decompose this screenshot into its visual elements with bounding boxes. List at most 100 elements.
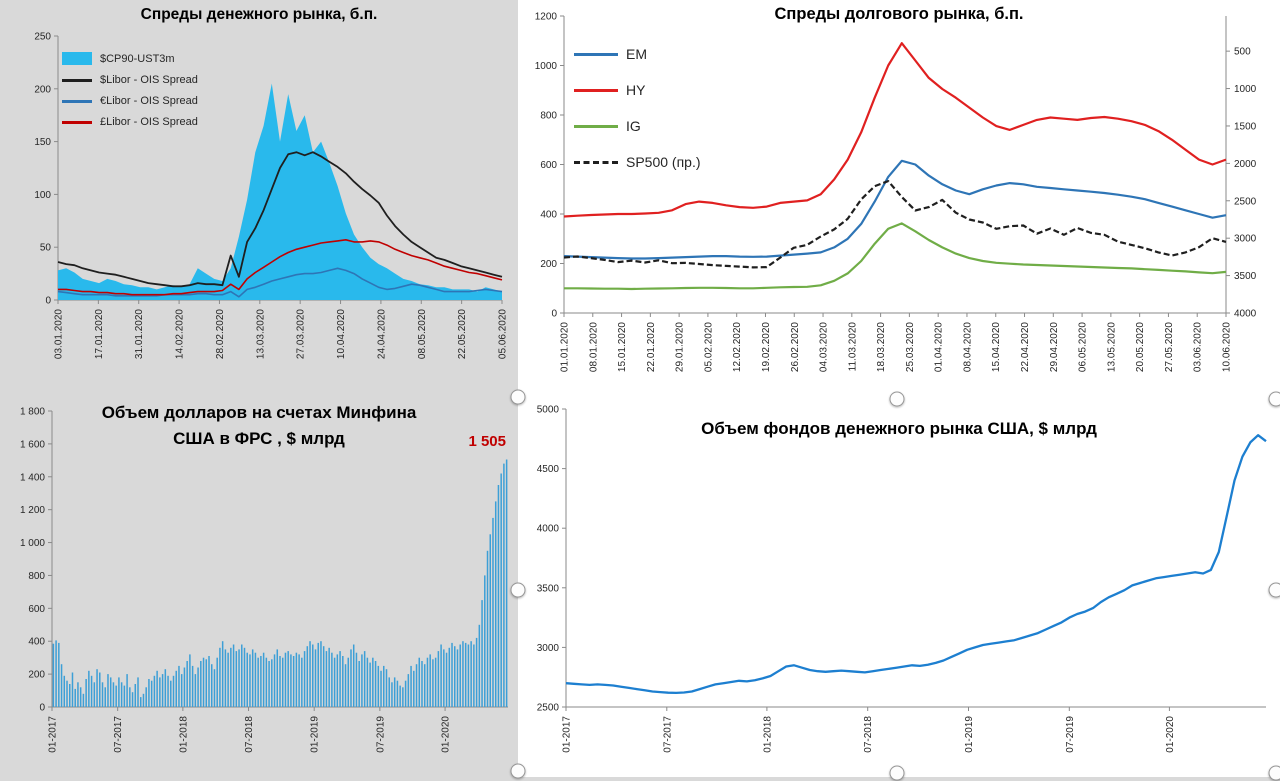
svg-text:3500: 3500 — [1234, 271, 1257, 282]
svg-text:19.02.2020: 19.02.2020 — [761, 322, 772, 372]
svg-text:24.04.2020: 24.04.2020 — [376, 309, 387, 359]
svg-text:28.02.2020: 28.02.2020 — [215, 309, 226, 359]
svg-text:400: 400 — [28, 637, 45, 648]
svg-text:04.03.2020: 04.03.2020 — [819, 322, 830, 372]
svg-text:11.03.2020: 11.03.2020 — [847, 322, 858, 372]
svg-text:4500: 4500 — [537, 464, 560, 475]
svg-text:17.01.2020: 17.01.2020 — [94, 309, 105, 359]
svg-text:01-2020: 01-2020 — [1165, 716, 1176, 753]
selection-handle-bottom-right[interactable] — [1269, 766, 1280, 781]
svg-text:1 200: 1 200 — [20, 505, 45, 516]
legend-label-hy: HY — [626, 82, 645, 98]
svg-text:800: 800 — [540, 111, 557, 122]
legend-item-ig: IG — [574, 118, 701, 134]
selection-handle-top-middle[interactable] — [890, 392, 905, 407]
svg-text:1500: 1500 — [1234, 121, 1257, 132]
svg-text:14.02.2020: 14.02.2020 — [175, 309, 186, 359]
legend-label-em: EM — [626, 46, 647, 62]
svg-text:25.03.2020: 25.03.2020 — [905, 322, 916, 372]
legend-label-ig: IG — [626, 118, 641, 134]
sp500-dashed-line-swatch-icon — [574, 161, 618, 164]
svg-text:20.05.2020: 20.05.2020 — [1135, 322, 1146, 372]
eur-libor-line-swatch-icon — [62, 100, 92, 103]
svg-text:50: 50 — [40, 243, 52, 254]
svg-text:600: 600 — [540, 160, 557, 171]
legend-item-sp500: SP500 (пр.) — [574, 154, 701, 170]
hy-line-swatch-icon — [574, 89, 618, 92]
svg-text:07-2017: 07-2017 — [113, 716, 124, 753]
legend-label-sp500: SP500 (пр.) — [626, 154, 701, 170]
svg-text:3500: 3500 — [537, 583, 560, 594]
svg-text:0: 0 — [39, 703, 45, 714]
svg-text:15.04.2020: 15.04.2020 — [991, 322, 1002, 372]
svg-text:27.03.2020: 27.03.2020 — [296, 309, 307, 359]
legend-label-cp90: $CP90-UST3m — [100, 53, 175, 65]
svg-text:01-2020: 01-2020 — [441, 716, 452, 753]
svg-text:03.06.2020: 03.06.2020 — [1193, 322, 1204, 372]
svg-text:4000: 4000 — [1234, 309, 1257, 320]
svg-text:250: 250 — [34, 32, 51, 43]
legend-label-usd-libor: $Libor - OIS Spread — [100, 74, 198, 86]
legend-label-eur-libor: €Libor - OIS Spread — [100, 95, 198, 107]
svg-text:100: 100 — [34, 190, 51, 201]
selection-handle-top-right[interactable] — [1269, 392, 1280, 407]
selection-handle-bottom-left[interactable] — [511, 764, 526, 779]
svg-text:07-2019: 07-2019 — [1065, 716, 1076, 753]
svg-text:0: 0 — [551, 309, 557, 320]
svg-text:3000: 3000 — [537, 643, 560, 654]
svg-text:13.05.2020: 13.05.2020 — [1106, 322, 1117, 372]
svg-text:03.01.2020: 03.01.2020 — [54, 309, 65, 359]
svg-text:27.05.2020: 27.05.2020 — [1164, 322, 1175, 372]
legend-item-usd-libor-ois: $Libor - OIS Spread — [62, 74, 198, 86]
svg-text:26.02.2020: 26.02.2020 — [790, 322, 801, 372]
em-line-swatch-icon — [574, 53, 618, 56]
selection-handle-middle-left[interactable] — [511, 583, 526, 598]
svg-text:08.01.2020: 08.01.2020 — [588, 322, 599, 372]
svg-text:5000: 5000 — [537, 405, 560, 416]
svg-text:07-2017: 07-2017 — [662, 716, 673, 753]
svg-text:1 600: 1 600 — [20, 439, 45, 450]
svg-text:29.01.2020: 29.01.2020 — [675, 322, 686, 372]
svg-text:18.03.2020: 18.03.2020 — [876, 322, 887, 372]
svg-text:800: 800 — [28, 571, 45, 582]
svg-text:1000: 1000 — [535, 61, 558, 72]
svg-text:400: 400 — [540, 210, 557, 221]
svg-text:08.04.2020: 08.04.2020 — [962, 322, 973, 372]
legend-item-eur-libor-ois: €Libor - OIS Spread — [62, 95, 198, 107]
svg-text:200: 200 — [28, 670, 45, 681]
svg-text:200: 200 — [34, 84, 51, 95]
svg-text:22.05.2020: 22.05.2020 — [457, 309, 468, 359]
svg-text:10.06.2020: 10.06.2020 — [1222, 322, 1233, 372]
svg-text:500: 500 — [1234, 47, 1251, 58]
tga-peak-annotation: 1 505 — [468, 433, 506, 450]
svg-text:0: 0 — [45, 296, 51, 307]
svg-text:22.04.2020: 22.04.2020 — [1020, 322, 1031, 372]
svg-text:07-2018: 07-2018 — [863, 716, 874, 753]
svg-text:22.01.2020: 22.01.2020 — [646, 322, 657, 372]
svg-text:07-2019: 07-2019 — [375, 716, 386, 753]
svg-text:05.06.2020: 05.06.2020 — [498, 309, 509, 359]
money-market-spreads-legend: $CP90-UST3m $Libor - OIS Spread €Libor -… — [62, 52, 198, 128]
svg-text:06.05.2020: 06.05.2020 — [1078, 322, 1089, 372]
selection-handle-bottom-middle[interactable] — [890, 766, 905, 781]
svg-text:10.04.2020: 10.04.2020 — [336, 309, 347, 359]
svg-text:01.01.2020: 01.01.2020 — [560, 322, 571, 372]
legend-item-gbp-libor-ois: £Libor - OIS Spread — [62, 116, 198, 128]
ig-line-swatch-icon — [574, 125, 618, 128]
selection-handle-middle-right[interactable] — [1269, 583, 1280, 598]
svg-text:13.03.2020: 13.03.2020 — [255, 309, 266, 359]
svg-text:15.01.2020: 15.01.2020 — [617, 322, 628, 372]
selection-handle-top-left[interactable] — [511, 390, 526, 405]
svg-text:600: 600 — [28, 604, 45, 615]
svg-text:4000: 4000 — [537, 524, 560, 535]
svg-text:05.02.2020: 05.02.2020 — [703, 322, 714, 372]
svg-text:2500: 2500 — [1234, 196, 1257, 207]
svg-text:200: 200 — [540, 259, 557, 270]
cp90-area-swatch-icon — [62, 52, 92, 65]
